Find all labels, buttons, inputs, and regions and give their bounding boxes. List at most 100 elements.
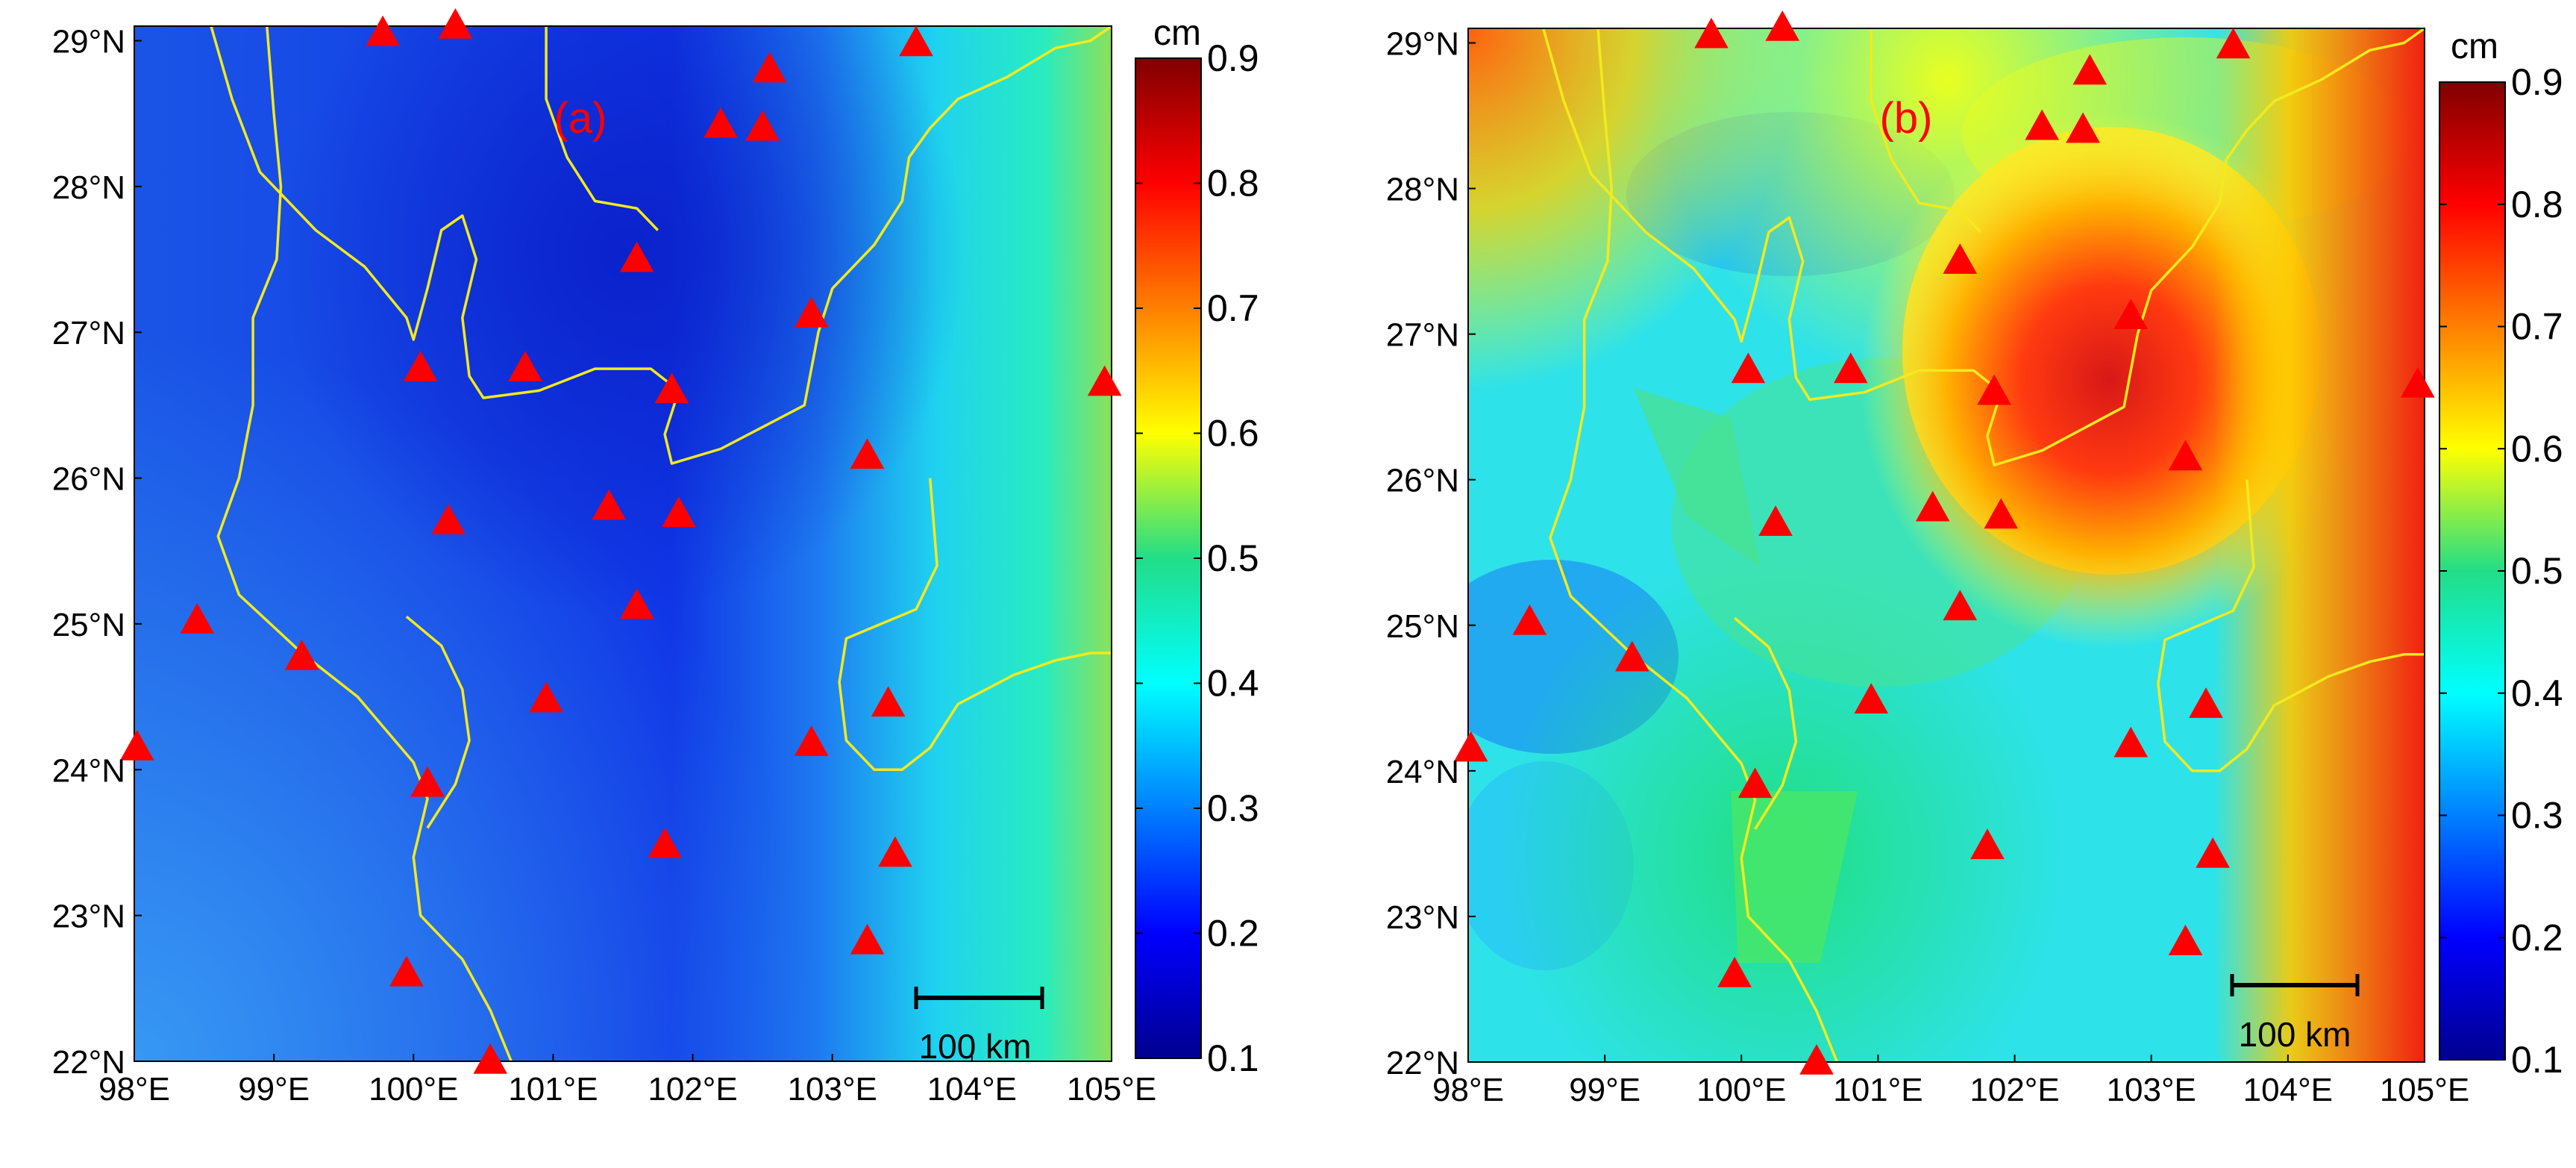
colorbar-tick-label: 0.2 bbox=[2511, 916, 2563, 958]
station-marker bbox=[1512, 604, 1547, 635]
colorbar-tick-label: 0.4 bbox=[2511, 672, 2563, 714]
station-marker bbox=[1915, 490, 1950, 522]
panel-b: (b) 100 km 22°N23°N24°N25°N26°N27°N28°N2… bbox=[1386, 10, 2563, 1108]
lon-tick-label: 103°E bbox=[788, 1071, 877, 1108]
station-marker bbox=[1737, 767, 1773, 799]
colorbar-ticks-b: 0.1 0.2 0.3 0.4 0.5 0.6 0.7 0.8 0.9 bbox=[2439, 61, 2563, 1081]
lon-tick-label: 102°E bbox=[1969, 1072, 2059, 1108]
lat-tick-label: 29°N bbox=[1386, 26, 1459, 63]
station-marker bbox=[180, 603, 215, 634]
station-marker bbox=[284, 639, 319, 670]
station-marker bbox=[1854, 683, 1889, 714]
station-marker bbox=[648, 827, 682, 858]
station-marker bbox=[438, 8, 473, 39]
lon-ticks-a: 98°E 99°E 100°E 101°E 102°E 103°E 104°E 105°E bbox=[98, 1054, 1156, 1108]
station-marker bbox=[473, 1043, 508, 1074]
station-marker bbox=[850, 923, 885, 955]
stations-b bbox=[1453, 10, 2435, 1075]
colorbar-tick-label: 0.1 bbox=[1207, 1037, 1259, 1079]
lon-tick-label: 98°E bbox=[98, 1071, 170, 1108]
station-marker bbox=[2113, 299, 2149, 330]
station-marker bbox=[871, 686, 906, 717]
station-marker bbox=[878, 836, 912, 867]
station-marker bbox=[529, 681, 563, 713]
colorbar-tick-label: 0.9 bbox=[1207, 37, 1259, 79]
lat-tick-label: 22°N bbox=[52, 1044, 125, 1081]
station-marker bbox=[1970, 828, 2005, 860]
colorbar-unit-a: cm bbox=[1153, 13, 1201, 53]
colorbar-unit-b: cm bbox=[2451, 27, 2498, 66]
lon-tick-label: 102°E bbox=[648, 1071, 737, 1108]
colorbar-tick-label: 0.6 bbox=[1207, 413, 1259, 455]
lat-tick-label: 27°N bbox=[1386, 317, 1459, 354]
panel-a: (a) 100 km 22°N23°N24°N25°N26°N27°N28°N2… bbox=[52, 8, 1259, 1108]
station-marker bbox=[1758, 505, 1793, 537]
colorbar-tick-label: 0.9 bbox=[2511, 61, 2563, 103]
colorbar-tick-label: 0.5 bbox=[2511, 550, 2563, 592]
lon-tick-label: 105°E bbox=[2380, 1072, 2469, 1108]
station-marker bbox=[1765, 10, 1800, 41]
station-marker bbox=[2216, 28, 2251, 59]
station-marker bbox=[1694, 17, 1729, 49]
stations-a bbox=[119, 8, 1122, 1074]
boundary-lines-a bbox=[210, 26, 1112, 1061]
lat-tick-label: 28°N bbox=[1386, 172, 1459, 208]
scale-bar-label-a: 100 km bbox=[919, 1027, 1032, 1066]
station-marker bbox=[1453, 731, 1488, 762]
colorbar-tick-label: 0.7 bbox=[2511, 306, 2563, 348]
colorbar-ticks-a: 0.1 0.2 0.3 0.4 0.5 0.6 0.7 0.8 0.9 bbox=[1135, 37, 1259, 1079]
scale-bar-label-b: 100 km bbox=[2239, 1015, 2351, 1054]
colorbar-tick-label: 0.7 bbox=[1207, 287, 1259, 329]
station-marker bbox=[2168, 440, 2203, 471]
station-marker bbox=[2066, 112, 2100, 143]
lat-tick-label: 23°N bbox=[1386, 899, 1459, 936]
station-marker bbox=[2113, 726, 2149, 758]
lat-tick-label: 24°N bbox=[52, 752, 125, 789]
station-marker bbox=[508, 351, 542, 381]
lat-tick-label: 27°N bbox=[52, 315, 125, 352]
lat-tick-label: 24°N bbox=[1386, 754, 1459, 790]
station-marker bbox=[703, 107, 738, 138]
station-marker bbox=[1977, 374, 2011, 405]
station-marker bbox=[850, 438, 885, 469]
scale-bar-b: 100 km bbox=[2230, 974, 2360, 1054]
station-marker bbox=[619, 588, 654, 619]
lon-tick-label: 104°E bbox=[927, 1071, 1017, 1108]
station-marker bbox=[1717, 956, 1752, 987]
lat-tick-label: 23°N bbox=[52, 899, 125, 935]
lon-tick-label: 98°E bbox=[1432, 1072, 1504, 1108]
station-marker bbox=[2072, 54, 2108, 85]
colorbar-tick-label: 0.4 bbox=[1207, 663, 1259, 705]
lat-tick-label: 26°N bbox=[52, 461, 125, 498]
lat-ticks-a: 22°N 23°N 24°N 25°N 26°N 27°N 28°N 29°N bbox=[52, 24, 142, 1081]
station-marker bbox=[752, 51, 787, 83]
lat-tick-label: 25°N bbox=[52, 607, 125, 643]
map-field-b bbox=[1468, 28, 2425, 1062]
lon-tick-label: 103°E bbox=[2107, 1072, 2196, 1108]
colorbar-tick-label: 0.2 bbox=[1207, 913, 1259, 955]
station-marker bbox=[794, 296, 829, 328]
station-marker bbox=[794, 725, 829, 756]
lat-tick-label: 29°N bbox=[52, 24, 125, 60]
station-marker bbox=[366, 15, 400, 46]
station-marker bbox=[410, 766, 445, 797]
lon-tick-label: 101°E bbox=[508, 1071, 598, 1108]
lat-tick-label: 26°N bbox=[1386, 463, 1459, 499]
colorbar-tick-label: 0.8 bbox=[2511, 184, 2563, 225]
lon-tick-label: 104°E bbox=[2243, 1072, 2333, 1108]
station-marker bbox=[1614, 640, 1649, 672]
panel-label-b: (b) bbox=[1880, 94, 1933, 143]
colorbar-tick-label: 0.1 bbox=[2511, 1039, 2563, 1081]
map-frame-b bbox=[1467, 28, 2425, 1063]
lon-tick-label: 101°E bbox=[1833, 1072, 1922, 1108]
station-marker bbox=[592, 489, 627, 520]
station-marker bbox=[1087, 365, 1122, 396]
lon-ticks-b: 98°E 99°E 100°E 101°E 102°E 103°E 104°E 105°E bbox=[1432, 1055, 2469, 1108]
station-marker bbox=[1943, 243, 1978, 274]
station-marker bbox=[899, 25, 933, 57]
station-marker bbox=[431, 504, 466, 534]
colorbar-b: cm 0.1 0.2 0.3 0.4 0.5 0.6 0.7 0.8 0.9 bbox=[2439, 27, 2563, 1081]
lon-tick-label: 99°E bbox=[238, 1071, 310, 1108]
lat-ticks-b: 22°N 23°N 24°N 25°N 26°N 27°N 28°N 29°N bbox=[1386, 26, 1476, 1081]
